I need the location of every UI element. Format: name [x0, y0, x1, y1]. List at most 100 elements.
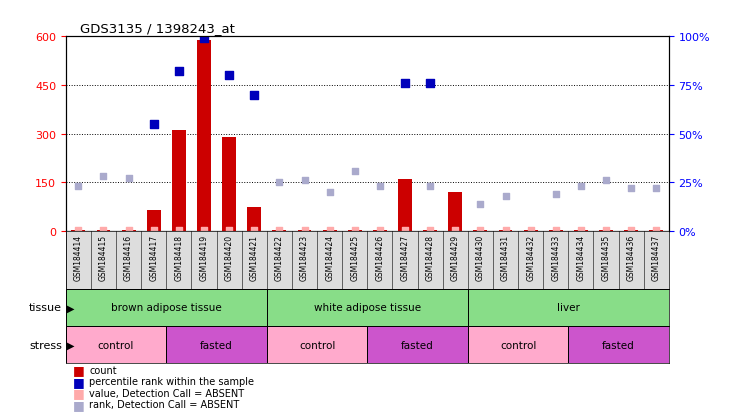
Point: [500, 193, 512, 199]
Point: [625, 185, 637, 192]
Point: [98, 173, 110, 180]
Text: GSM184429: GSM184429: [451, 234, 460, 280]
Point: [474, 227, 486, 234]
Point: [349, 227, 360, 234]
Bar: [147, 210, 161, 231]
Point: [148, 121, 159, 128]
Bar: [398, 180, 412, 231]
Point: [72, 183, 84, 190]
Point: [299, 227, 311, 234]
Text: ■: ■: [73, 386, 85, 399]
Bar: [423, 230, 437, 231]
Text: value, Detection Call = ABSENT: value, Detection Call = ABSENT: [89, 388, 244, 398]
Bar: [72, 230, 86, 231]
Point: [223, 227, 235, 234]
Point: [249, 92, 260, 99]
Point: [424, 81, 436, 87]
Bar: [523, 230, 537, 231]
Text: GSM184421: GSM184421: [250, 234, 259, 280]
Point: [198, 36, 210, 43]
Text: GSM184416: GSM184416: [124, 234, 133, 280]
Bar: [322, 230, 336, 231]
Bar: [197, 40, 211, 231]
Bar: [468, 326, 569, 363]
Text: ■: ■: [73, 398, 85, 411]
Bar: [247, 207, 261, 231]
Text: GSM184419: GSM184419: [200, 234, 208, 280]
Point: [173, 227, 185, 234]
Bar: [222, 138, 236, 231]
Text: brown adipose tissue: brown adipose tissue: [111, 303, 221, 313]
Text: GSM184414: GSM184414: [74, 234, 83, 280]
Bar: [549, 230, 563, 231]
Text: fasted: fasted: [602, 340, 635, 350]
Bar: [448, 192, 462, 231]
Point: [98, 227, 110, 234]
Bar: [474, 230, 488, 231]
Point: [349, 168, 360, 174]
Text: ▶: ▶: [67, 303, 75, 313]
Text: GSM184437: GSM184437: [652, 234, 661, 280]
Text: GSM184432: GSM184432: [526, 234, 535, 280]
Text: percentile rank within the sample: percentile rank within the sample: [89, 376, 254, 386]
Text: tissue: tissue: [29, 303, 62, 313]
Point: [173, 69, 185, 76]
Point: [324, 189, 336, 196]
Bar: [96, 230, 110, 231]
Bar: [649, 230, 663, 231]
Text: fasted: fasted: [401, 340, 434, 350]
Text: GSM184418: GSM184418: [175, 234, 183, 280]
Point: [600, 227, 612, 234]
Text: GSM184420: GSM184420: [224, 234, 234, 280]
Text: GSM184434: GSM184434: [577, 234, 586, 280]
Text: GDS3135 / 1398243_at: GDS3135 / 1398243_at: [80, 22, 235, 35]
Point: [575, 183, 587, 190]
Point: [500, 227, 512, 234]
Bar: [367, 326, 468, 363]
Point: [123, 176, 135, 182]
Text: ▶: ▶: [67, 340, 75, 350]
Point: [651, 185, 662, 192]
Bar: [167, 326, 267, 363]
Text: GSM184425: GSM184425: [350, 234, 359, 280]
Point: [550, 191, 561, 198]
Point: [399, 227, 411, 234]
Bar: [298, 230, 311, 231]
Bar: [499, 230, 512, 231]
Point: [249, 227, 260, 234]
Point: [273, 179, 285, 186]
Bar: [267, 326, 367, 363]
Point: [223, 73, 235, 79]
Bar: [373, 230, 387, 231]
Text: GSM184422: GSM184422: [275, 234, 284, 280]
Bar: [172, 131, 186, 231]
Bar: [121, 230, 135, 231]
Point: [374, 227, 386, 234]
Point: [148, 227, 159, 234]
Text: count: count: [89, 365, 117, 375]
Point: [625, 227, 637, 234]
Text: ■: ■: [73, 363, 85, 376]
Text: control: control: [98, 340, 135, 350]
Text: GSM184427: GSM184427: [401, 234, 409, 280]
Text: GSM184417: GSM184417: [149, 234, 158, 280]
Bar: [624, 230, 638, 231]
Point: [424, 227, 436, 234]
Point: [474, 201, 486, 207]
Point: [399, 81, 411, 87]
Text: GSM184426: GSM184426: [376, 234, 385, 280]
Text: GSM184436: GSM184436: [626, 234, 636, 280]
Point: [424, 183, 436, 190]
Point: [600, 178, 612, 184]
Point: [374, 183, 386, 190]
Text: GSM184423: GSM184423: [300, 234, 309, 280]
Bar: [66, 326, 167, 363]
Point: [198, 227, 210, 234]
Bar: [468, 289, 669, 326]
Text: liver: liver: [557, 303, 580, 313]
Text: GSM184428: GSM184428: [425, 234, 435, 280]
Text: stress: stress: [29, 340, 62, 350]
Text: control: control: [500, 340, 537, 350]
Text: GSM184433: GSM184433: [551, 234, 560, 280]
Point: [273, 227, 285, 234]
